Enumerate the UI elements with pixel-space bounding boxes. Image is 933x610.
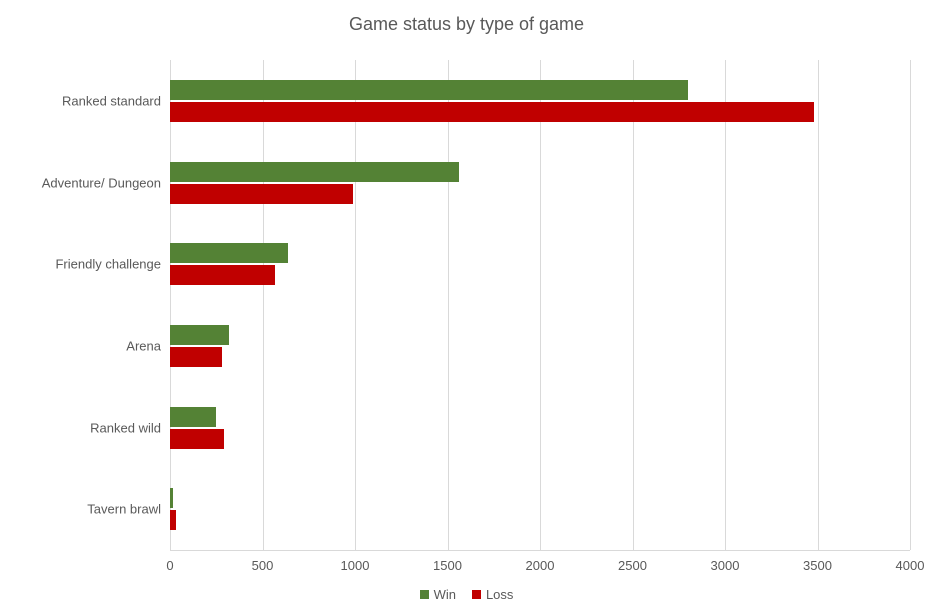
gridline <box>263 60 264 550</box>
category-label: Tavern brawl <box>87 502 161 517</box>
legend: Win Loss <box>0 587 933 602</box>
chart-title: Game status by type of game <box>0 14 933 35</box>
x-tick-label: 500 <box>252 558 274 573</box>
gridline <box>818 60 819 550</box>
bar-win <box>170 325 229 345</box>
category-label: Friendly challenge <box>55 257 161 272</box>
bar-loss <box>170 347 222 367</box>
bar-win <box>170 162 459 182</box>
category-label: Adventure/ Dungeon <box>42 175 161 190</box>
legend-label: Win <box>434 587 456 602</box>
x-tick-label: 0 <box>166 558 173 573</box>
x-tick-label: 3500 <box>803 558 832 573</box>
gridline <box>540 60 541 550</box>
gridline <box>170 60 171 550</box>
x-tick-label: 2000 <box>526 558 555 573</box>
legend-item-win: Win <box>420 587 456 602</box>
plot-area: 05001000150020002500300035004000 <box>170 60 910 550</box>
legend-item-loss: Loss <box>472 587 513 602</box>
bar-loss <box>170 510 176 530</box>
x-tick-label: 3000 <box>711 558 740 573</box>
x-tick-label: 1500 <box>433 558 462 573</box>
gridline <box>355 60 356 550</box>
category-label: Arena <box>126 338 161 353</box>
bar-win <box>170 80 688 100</box>
chart-container: Game status by type of game 050010001500… <box>0 0 933 610</box>
bar-win <box>170 407 216 427</box>
bar-loss <box>170 102 814 122</box>
legend-swatch <box>472 590 481 599</box>
gridline <box>910 60 911 550</box>
bar-win <box>170 488 173 508</box>
x-tick-label: 1000 <box>341 558 370 573</box>
bar-loss <box>170 265 275 285</box>
bar-loss <box>170 184 353 204</box>
x-tick-label: 2500 <box>618 558 647 573</box>
gridline <box>725 60 726 550</box>
bar-win <box>170 243 288 263</box>
x-axis-line <box>170 550 910 551</box>
x-tick-label: 4000 <box>896 558 925 573</box>
legend-swatch <box>420 590 429 599</box>
gridline <box>448 60 449 550</box>
legend-label: Loss <box>486 587 513 602</box>
category-label: Ranked wild <box>90 420 161 435</box>
bar-loss <box>170 429 224 449</box>
gridline <box>633 60 634 550</box>
category-label: Ranked standard <box>62 93 161 108</box>
